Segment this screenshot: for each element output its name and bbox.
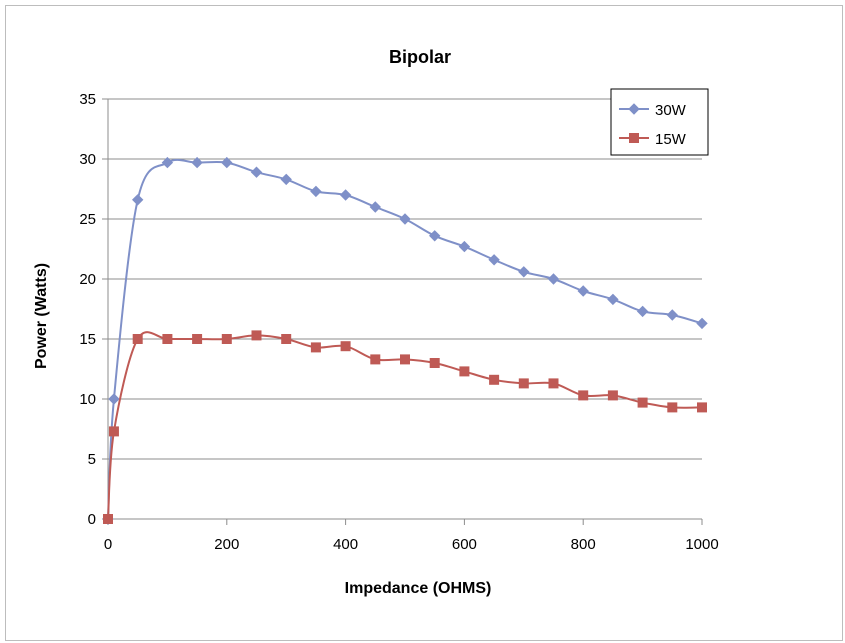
y-tick-label: 25	[79, 211, 96, 228]
legend-box	[610, 88, 709, 156]
y-tick-label: 35	[79, 91, 96, 108]
data-point-15W	[370, 354, 381, 365]
x-tick-label: 200	[214, 536, 239, 553]
data-point-15W	[221, 334, 232, 344]
data-point-15W	[108, 426, 119, 437]
data-point-30W	[221, 156, 233, 169]
x-axis-title: Impedance (OHMS)	[345, 580, 492, 597]
legend-label: 30W	[655, 102, 687, 119]
data-point-30W	[518, 266, 530, 278]
y-tick-label: 15	[79, 331, 96, 348]
data-point-30W	[547, 273, 560, 285]
x-tick-label: 600	[452, 536, 477, 553]
data-point-15W	[103, 514, 113, 524]
data-point-30W	[369, 201, 382, 213]
legend-label: 15W	[655, 131, 687, 148]
axes	[102, 98, 703, 525]
data-point-15W	[162, 334, 173, 344]
data-point-15W	[607, 390, 618, 401]
legend-item-15W: 15W	[619, 131, 687, 148]
data-point-15W	[489, 374, 500, 385]
series-layer	[102, 156, 708, 525]
data-point-30W	[428, 230, 441, 242]
y-tick-label: 20	[79, 271, 96, 288]
data-point-15W	[578, 390, 589, 401]
data-point-30W	[399, 213, 411, 225]
legend-swatch-marker	[628, 103, 640, 115]
data-point-30W	[666, 309, 679, 321]
x-tick-labels: 0 200 400 600 800 1000	[104, 536, 719, 553]
data-point-15W	[548, 378, 559, 389]
legend-swatch-marker	[629, 133, 639, 143]
series-15W	[103, 330, 707, 524]
x-tick-label: 0	[104, 536, 112, 553]
data-point-30W	[161, 156, 174, 169]
x-tick-label: 400	[333, 536, 358, 553]
y-tick-label: 30	[79, 151, 96, 168]
x-tick-label: 1000	[685, 536, 718, 553]
data-point-15W	[637, 397, 648, 408]
y-tick-label: 0	[88, 511, 96, 528]
data-point-30W	[488, 254, 500, 266]
data-point-15W	[310, 342, 321, 353]
data-point-30W	[250, 166, 263, 178]
legend-item-30W: 30W	[619, 102, 687, 119]
y-axis-title: Power (Watts)	[33, 263, 50, 369]
data-point-15W	[132, 334, 143, 344]
data-point-15W	[192, 334, 203, 344]
legend: 30W 15W	[610, 88, 709, 156]
data-point-15W	[697, 402, 707, 413]
data-point-15W	[667, 402, 678, 413]
data-point-30W	[577, 285, 589, 297]
data-point-30W	[696, 317, 708, 330]
data-point-15W	[400, 354, 410, 365]
x-tick-label: 800	[571, 536, 596, 553]
data-point-30W	[108, 393, 120, 405]
data-point-15W	[340, 341, 351, 352]
y-tick-labels: 0 5 10 15 20 25 30 35	[79, 91, 96, 528]
data-point-30W	[131, 194, 144, 206]
data-point-30W	[339, 189, 352, 201]
series-30W	[102, 156, 708, 525]
data-point-15W	[459, 366, 470, 377]
data-point-30W	[607, 293, 619, 306]
data-point-30W	[191, 156, 203, 169]
data-point-15W	[518, 378, 529, 389]
data-point-30W	[636, 305, 649, 318]
data-point-15W	[281, 334, 292, 344]
data-point-15W	[251, 330, 262, 341]
y-tick-label: 10	[79, 391, 96, 408]
data-point-30W	[458, 240, 471, 253]
data-point-30W	[310, 185, 322, 198]
y-tick-label: 5	[88, 451, 96, 468]
data-point-30W	[280, 173, 292, 186]
chart-title: Bipolar	[389, 47, 451, 67]
data-point-15W	[429, 358, 440, 368]
